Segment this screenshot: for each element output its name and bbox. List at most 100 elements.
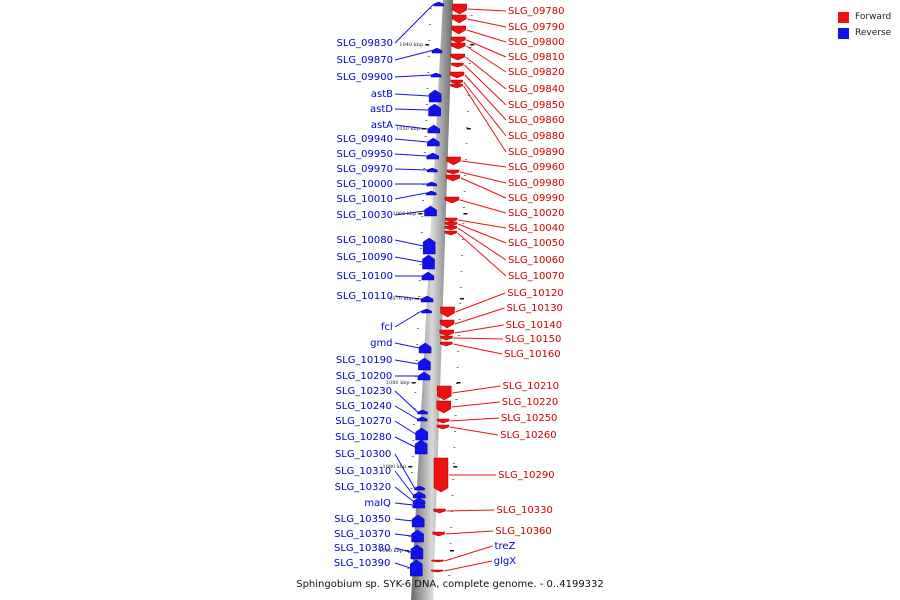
forward-gene-arrow[interactable] bbox=[444, 225, 458, 231]
reverse-gene-label[interactable]: SLG_09950 bbox=[337, 149, 393, 160]
reverse-gene-arrow[interactable] bbox=[412, 501, 426, 509]
forward-gene-label[interactable]: treZ bbox=[495, 541, 516, 552]
reverse-gene-label[interactable]: SLG_10280 bbox=[335, 432, 391, 443]
forward-gene-label[interactable]: SLG_09800 bbox=[508, 37, 564, 48]
forward-gene-label[interactable]: SLG_10070 bbox=[508, 271, 564, 282]
forward-gene-label[interactable]: SLG_10260 bbox=[500, 430, 556, 441]
reverse-gene-arrow[interactable] bbox=[426, 181, 437, 187]
forward-gene-arrow[interactable] bbox=[451, 62, 464, 68]
forward-gene-arrow[interactable] bbox=[437, 385, 452, 401]
reverse-gene-arrow[interactable] bbox=[427, 137, 440, 147]
reverse-gene-arrow[interactable] bbox=[421, 308, 432, 314]
forward-gene-label[interactable]: SLG_10050 bbox=[508, 238, 564, 249]
reverse-gene-label[interactable]: SLG_10190 bbox=[336, 355, 392, 366]
reverse-gene-arrow[interactable] bbox=[426, 190, 437, 196]
reverse-gene-arrow[interactable] bbox=[412, 491, 426, 499]
forward-gene-label[interactable]: SLG_10040 bbox=[508, 223, 564, 234]
reverse-gene-label[interactable]: astA bbox=[371, 120, 393, 131]
reverse-gene-label[interactable]: SLG_10240 bbox=[335, 401, 391, 412]
forward-gene-arrow[interactable] bbox=[430, 569, 444, 573]
reverse-gene-label[interactable]: SLG_10390 bbox=[334, 558, 390, 569]
forward-gene-label[interactable]: SLG_10150 bbox=[505, 334, 561, 345]
forward-gene-label[interactable]: SLG_09890 bbox=[508, 147, 564, 158]
forward-gene-label[interactable]: SLG_09850 bbox=[508, 100, 564, 111]
reverse-gene-arrow[interactable] bbox=[416, 416, 428, 422]
forward-gene-arrow[interactable] bbox=[450, 42, 466, 50]
forward-gene-arrow[interactable] bbox=[450, 53, 465, 61]
reverse-gene-label[interactable]: malQ bbox=[364, 498, 391, 509]
reverse-gene-arrow[interactable] bbox=[418, 342, 432, 354]
reverse-gene-label[interactable]: astD bbox=[370, 104, 393, 115]
forward-gene-label[interactable]: SLG_10020 bbox=[508, 208, 564, 219]
reverse-gene-label[interactable]: SLG_10200 bbox=[336, 371, 392, 382]
forward-gene-label[interactable]: SLG_09980 bbox=[508, 178, 564, 189]
forward-gene-label[interactable]: SLG_10360 bbox=[495, 526, 551, 537]
reverse-gene-label[interactable]: SLG_10230 bbox=[336, 386, 392, 397]
reverse-gene-label[interactable]: SLG_10030 bbox=[337, 210, 393, 221]
reverse-gene-arrow[interactable] bbox=[424, 205, 437, 217]
reverse-gene-label[interactable]: SLG_10010 bbox=[337, 194, 393, 205]
reverse-gene-label[interactable]: SLG_09970 bbox=[337, 164, 393, 175]
forward-gene-arrow[interactable] bbox=[440, 335, 453, 341]
forward-gene-label[interactable]: SLG_10160 bbox=[504, 349, 560, 360]
reverse-gene-arrow[interactable] bbox=[420, 295, 434, 303]
reverse-gene-label[interactable]: SLG_10110 bbox=[337, 291, 393, 302]
reverse-gene-label[interactable]: SLG_10320 bbox=[335, 482, 391, 493]
forward-gene-label[interactable]: SLG_10210 bbox=[503, 381, 559, 392]
forward-gene-arrow[interactable] bbox=[450, 83, 463, 89]
reverse-gene-label[interactable]: SLG_09900 bbox=[337, 72, 393, 83]
reverse-gene-label[interactable]: SLG_10090 bbox=[337, 252, 393, 263]
reverse-gene-arrow[interactable] bbox=[414, 485, 425, 491]
reverse-gene-label[interactable]: astB bbox=[371, 89, 393, 100]
forward-gene-label[interactable]: SLG_10120 bbox=[507, 288, 563, 299]
reverse-gene-label[interactable]: gmd bbox=[370, 338, 392, 349]
reverse-gene-arrow[interactable] bbox=[430, 72, 442, 78]
forward-gene-label[interactable]: SLG_09840 bbox=[508, 84, 564, 95]
forward-gene-label[interactable]: SLG_10250 bbox=[501, 413, 557, 424]
reverse-gene-arrow[interactable] bbox=[428, 89, 442, 103]
reverse-gene-arrow[interactable] bbox=[418, 357, 431, 371]
reverse-gene-arrow[interactable] bbox=[422, 254, 435, 270]
forward-gene-arrow[interactable] bbox=[444, 217, 458, 223]
reverse-gene-arrow[interactable] bbox=[415, 427, 428, 441]
reverse-gene-arrow[interactable] bbox=[426, 167, 438, 173]
reverse-gene-arrow[interactable] bbox=[422, 237, 436, 255]
reverse-gene-label[interactable]: SLG_09870 bbox=[337, 55, 393, 66]
reverse-gene-label[interactable]: SLG_10100 bbox=[337, 271, 393, 282]
forward-gene-label[interactable]: SLG_09820 bbox=[508, 67, 564, 78]
reverse-gene-arrow[interactable] bbox=[410, 559, 423, 577]
forward-gene-arrow[interactable] bbox=[446, 169, 460, 175]
forward-gene-arrow[interactable] bbox=[452, 3, 467, 15]
forward-gene-arrow[interactable] bbox=[451, 36, 466, 44]
forward-gene-arrow[interactable] bbox=[444, 221, 458, 227]
forward-gene-arrow[interactable] bbox=[436, 400, 451, 414]
reverse-gene-arrow[interactable] bbox=[410, 544, 424, 560]
forward-gene-label[interactable]: SLG_10220 bbox=[502, 397, 558, 408]
reverse-gene-label[interactable]: SLG_10000 bbox=[337, 179, 393, 190]
reverse-gene-label[interactable]: SLG_10370 bbox=[334, 529, 390, 540]
forward-gene-arrow[interactable] bbox=[450, 79, 463, 85]
reverse-gene-arrow[interactable] bbox=[427, 124, 441, 134]
reverse-gene-label[interactable]: SLG_10310 bbox=[335, 466, 391, 477]
reverse-gene-arrow[interactable] bbox=[421, 271, 435, 281]
forward-gene-arrow[interactable] bbox=[449, 71, 465, 79]
forward-gene-label[interactable]: SLG_10130 bbox=[506, 303, 562, 314]
forward-gene-arrow[interactable] bbox=[436, 418, 450, 424]
forward-gene-arrow[interactable] bbox=[451, 14, 467, 24]
forward-gene-arrow[interactable] bbox=[451, 25, 467, 35]
reverse-gene-arrow[interactable] bbox=[411, 529, 424, 543]
reverse-gene-arrow[interactable] bbox=[417, 409, 428, 415]
reverse-gene-arrow[interactable] bbox=[414, 439, 428, 455]
forward-gene-arrow[interactable] bbox=[445, 174, 461, 182]
reverse-gene-arrow[interactable] bbox=[417, 371, 431, 381]
forward-gene-arrow[interactable] bbox=[439, 329, 454, 337]
forward-gene-label[interactable]: SLG_09790 bbox=[508, 22, 564, 33]
forward-gene-arrow[interactable] bbox=[440, 306, 455, 318]
reverse-gene-arrow[interactable] bbox=[411, 514, 425, 528]
forward-gene-arrow[interactable] bbox=[446, 156, 461, 166]
reverse-gene-label[interactable]: fcl bbox=[381, 322, 393, 333]
forward-gene-label[interactable]: SLG_10060 bbox=[508, 255, 564, 266]
forward-gene-arrow[interactable] bbox=[444, 196, 460, 204]
forward-gene-arrow[interactable] bbox=[444, 230, 457, 236]
forward-gene-arrow[interactable] bbox=[436, 424, 450, 430]
